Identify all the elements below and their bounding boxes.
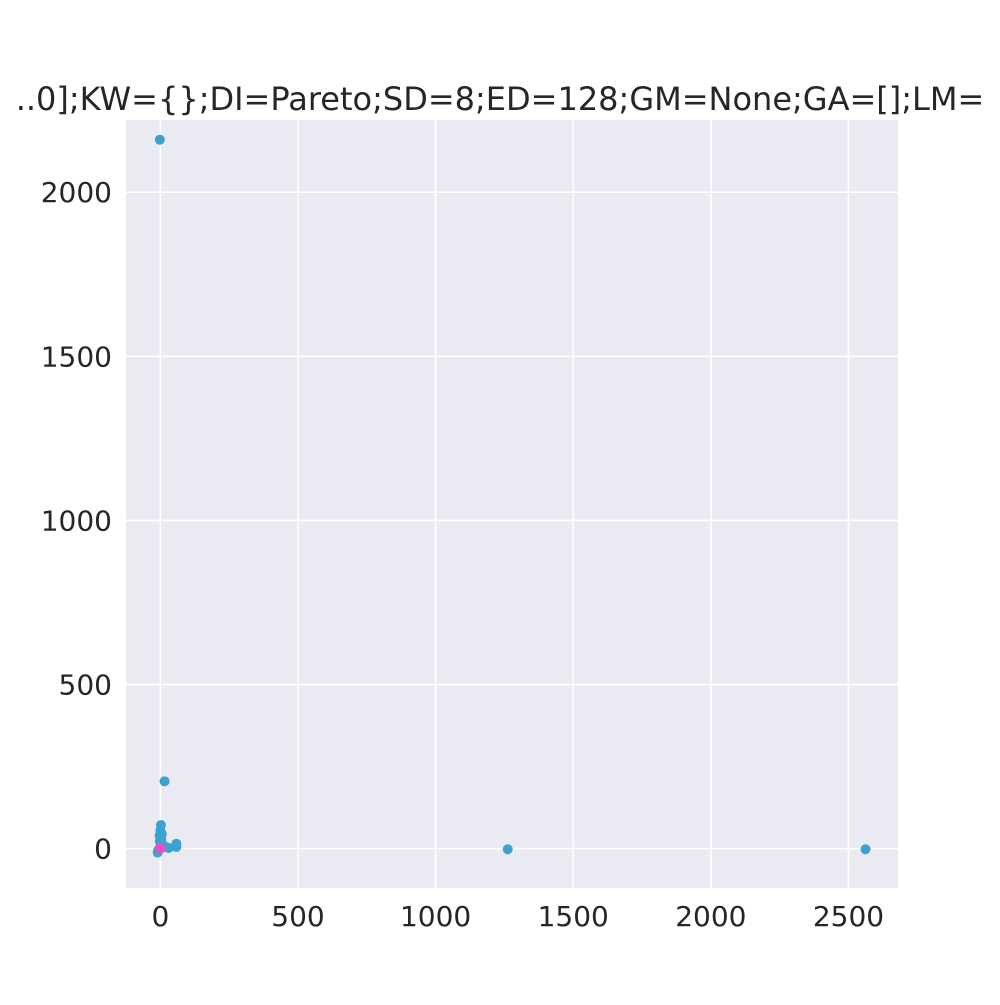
- data-point-series-0: [860, 844, 871, 855]
- data-points: [152, 134, 871, 858]
- y-tick-label: 1000: [41, 504, 112, 537]
- y-tick-label: 2000: [41, 176, 112, 209]
- x-tick-label: 2500: [813, 900, 884, 933]
- x-tick-label: 2000: [675, 900, 746, 933]
- data-point-series-0: [502, 844, 513, 855]
- y-tick-label: 500: [59, 669, 112, 702]
- y-axis-ticks: 0 500 1000 1500 2000: [41, 176, 112, 865]
- x-tick-label: 500: [271, 900, 324, 933]
- x-tick-label: 1500: [538, 900, 609, 933]
- x-tick-label: 1000: [400, 900, 471, 933]
- grid-lines: [126, 120, 898, 888]
- chart-title: ..0];KW={};DI=Pareto;SD=8;ED=128;GM=None…: [16, 80, 985, 118]
- y-tick-label: 1500: [41, 340, 112, 373]
- data-point-series-0: [159, 776, 170, 787]
- x-axis-ticks: 0 500 1000 1500 2000 2500: [151, 900, 884, 933]
- data-point-series-0: [154, 134, 165, 145]
- x-tick-label: 0: [151, 900, 169, 933]
- data-point-series-1: [154, 842, 165, 853]
- data-point-series-0: [171, 841, 182, 852]
- data-point-series-0: [163, 842, 174, 853]
- y-tick-label: 0: [94, 833, 112, 866]
- plot-background: [126, 120, 898, 888]
